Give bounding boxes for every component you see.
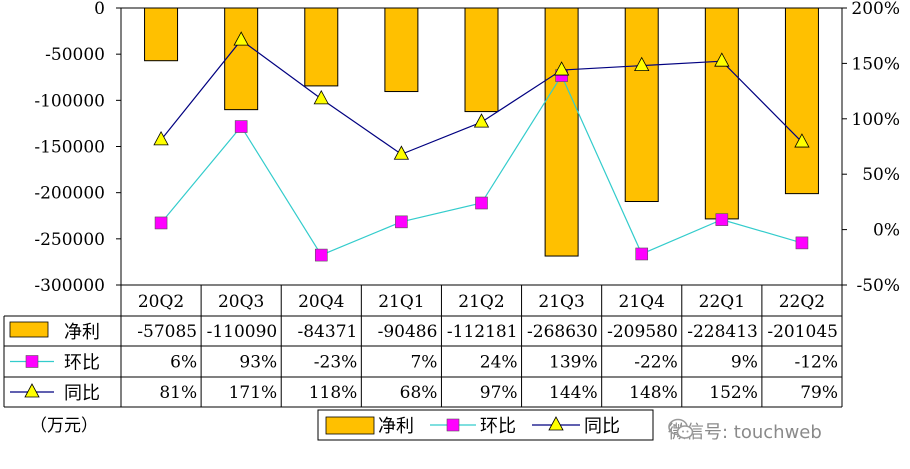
table-category-21Q3: 21Q3	[538, 292, 584, 312]
cell-2-20Q4: 118%	[309, 383, 358, 403]
row-key-marker	[25, 355, 39, 368]
cell-1-21Q3: 139%	[549, 353, 598, 373]
bar-20Q4	[304, 7, 339, 87]
row-label-0: 净利	[64, 322, 100, 343]
point-qoq-20Q3	[234, 120, 248, 133]
cell-1-21Q2: 24%	[480, 353, 518, 373]
left-axis-tick-label: -300000	[34, 276, 105, 296]
bars	[144, 7, 819, 257]
right-axis-tick-label: 50%	[862, 165, 900, 185]
cell-1-21Q4: -22%	[634, 353, 678, 373]
left-axis-tick-label: -150000	[34, 138, 105, 158]
left-axis-tick-label: -200000	[34, 184, 105, 204]
left-axis-tick-label: -50000	[45, 45, 105, 65]
cell-0-21Q3: -268630	[527, 322, 598, 342]
cell-2-20Q3: 171%	[229, 383, 278, 403]
table-category-21Q1: 21Q1	[378, 292, 424, 312]
bar-21Q1	[384, 7, 419, 93]
cell-1-20Q2: 6%	[170, 353, 197, 373]
point-yoy-21Q4	[634, 56, 650, 72]
cell-0-21Q1: -90486	[378, 322, 438, 342]
cell-0-21Q4: -209580	[607, 322, 678, 342]
table-category-21Q2: 21Q2	[458, 292, 504, 312]
left-axis-tick-label: -250000	[34, 230, 105, 250]
point-yoy-21Q2	[473, 113, 490, 128]
left-axis-tick-label: -100000	[34, 91, 105, 111]
cell-1-20Q3: 93%	[239, 353, 277, 373]
row-label-1: 环比	[64, 353, 100, 374]
right-axis-tick-label: 200%	[851, 0, 900, 19]
point-yoy-20Q4	[313, 90, 329, 105]
right-axis-tick-label: 0%	[873, 221, 900, 241]
bar-21Q3	[544, 7, 579, 257]
left-axis-tick-label: 0	[94, 0, 105, 19]
point-qoq-22Q2	[795, 236, 809, 250]
cell-0-20Q4: -84371	[298, 322, 358, 342]
legend-key-bar	[325, 416, 375, 435]
table-category-22Q1: 22Q1	[699, 292, 745, 312]
wechat-icon	[668, 418, 694, 439]
bar-21Q2	[464, 7, 499, 113]
table-category-20Q4: 20Q4	[298, 292, 344, 312]
right-axis-tick-label: 100%	[851, 110, 900, 130]
table-category-20Q2: 20Q2	[138, 292, 184, 312]
cell-2-22Q2: 79%	[800, 383, 838, 403]
bar-21Q4	[624, 7, 659, 203]
point-yoy-20Q3	[233, 31, 249, 46]
point-yoy-20Q2	[153, 131, 169, 146]
bar-22Q1	[704, 7, 739, 220]
point-qoq-22Q1	[715, 213, 729, 226]
cell-0-20Q3: -110090	[207, 322, 278, 342]
legend-label-yoy: 同比	[584, 416, 620, 437]
cell-1-20Q4: -23%	[314, 353, 358, 373]
point-yoy-21Q3	[553, 61, 570, 76]
legend-label-net: 净利	[378, 416, 414, 437]
row-key-bar	[9, 321, 49, 338]
point-yoy-22Q1	[714, 52, 730, 67]
bar-20Q2	[144, 7, 179, 62]
cell-2-21Q3: 144%	[549, 383, 598, 403]
lines	[153, 31, 810, 262]
bar-20Q3	[224, 7, 259, 111]
right-axis-tick-label: -50%	[856, 276, 900, 296]
cell-2-20Q2: 81%	[159, 383, 197, 403]
legend: 净利 环比 同比	[317, 409, 654, 441]
cell-2-21Q1: 68%	[400, 383, 438, 403]
point-qoq-20Q4	[314, 248, 328, 262]
cell-2-22Q1: 152%	[709, 383, 758, 403]
cell-0-22Q1: -228413	[687, 322, 758, 342]
point-yoy-22Q2	[794, 133, 810, 148]
cell-1-22Q1: 9%	[731, 353, 758, 373]
point-qoq-20Q2	[154, 216, 168, 230]
unit-label: （万元）	[30, 416, 98, 436]
cell-0-22Q2: -201045	[767, 322, 838, 342]
watermark-text: 微信号: touchweb	[668, 422, 822, 443]
table-category-20Q3: 20Q3	[218, 292, 264, 312]
legend-key-marker-qoq	[446, 418, 460, 432]
cell-0-21Q2: -112181	[447, 322, 518, 342]
bar-22Q2	[784, 7, 819, 195]
table-category-21Q4: 21Q4	[619, 292, 665, 312]
data-table: 20Q2 20Q3 20Q4 21Q1 21Q2 21Q3 21Q4 22Q1 22Q2 净利 -5…	[3, 284, 843, 408]
row-label-2: 同比	[64, 383, 100, 404]
point-qoq-21Q4	[635, 247, 649, 261]
axes: 0 -50000 -100000 -150000 -200000 -250000 -3000…	[34, 0, 900, 296]
table-category-22Q2: 22Q2	[779, 292, 825, 312]
right-axis-tick-label: 150%	[851, 54, 900, 74]
point-yoy-21Q1	[393, 145, 410, 160]
legend-key-marker-yoy	[548, 416, 564, 431]
cell-1-21Q1: 7%	[410, 353, 437, 373]
cell-1-22Q2: -12%	[794, 353, 838, 373]
watermark: 微信号: touchweb	[668, 418, 904, 444]
cell-0-20Q2: -57085	[137, 322, 197, 342]
row-key-marker	[24, 383, 40, 398]
cell-2-21Q4: 148%	[629, 383, 678, 403]
legend-label-qoq: 环比	[480, 416, 516, 437]
cell-2-21Q2: 97%	[480, 383, 518, 403]
point-qoq-21Q2	[475, 196, 488, 210]
point-qoq-21Q1	[395, 215, 408, 229]
